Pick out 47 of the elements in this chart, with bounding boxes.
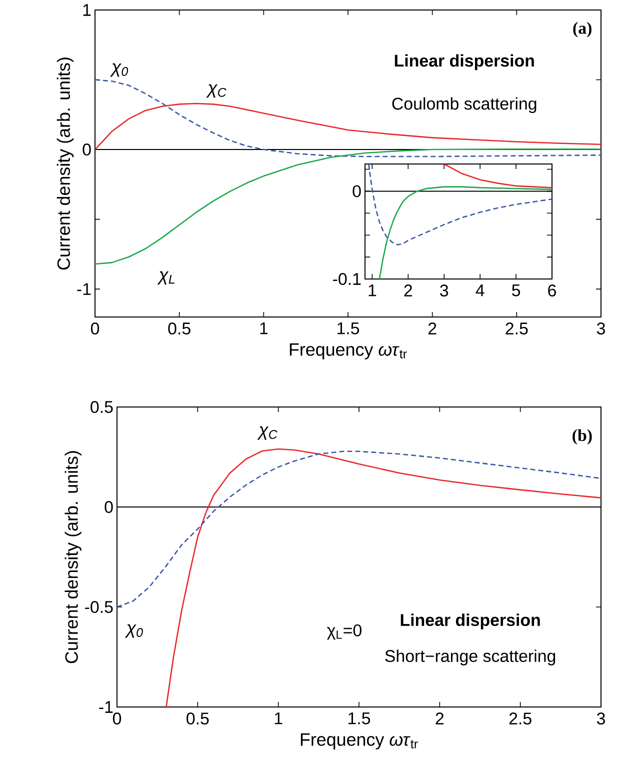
series-label: χ$_{C}$ xyxy=(206,84,226,98)
y-tick-label: 0 xyxy=(104,501,113,513)
y-axis-title: Current density (arb. units) xyxy=(64,451,82,664)
annotation: (b) xyxy=(572,429,592,445)
series-label: χ$_{0}$ xyxy=(124,624,143,638)
line-series xyxy=(95,148,602,265)
annotation: Coulomb scattering xyxy=(392,97,536,114)
y-tick-label: 0.5 xyxy=(90,401,113,413)
y-tick-label: -1 xyxy=(99,701,113,713)
x-tick-label: 1.5 xyxy=(348,712,370,724)
y-tick-label: -0.1 xyxy=(333,272,361,285)
line-series xyxy=(166,448,602,707)
x-tick-label: 3 xyxy=(440,284,448,297)
x-axis-title: Frequency ωτ$_{tr}$ xyxy=(290,343,407,360)
x-tick-label: 2 xyxy=(428,322,436,334)
series-label: χ$_{0}$ xyxy=(110,63,128,77)
annotation: Linear dispersion xyxy=(400,614,540,630)
x-tick-label: 6 xyxy=(548,284,556,297)
x-tick-label: 2.5 xyxy=(506,322,528,335)
x-tick-label: 3 xyxy=(596,712,605,725)
x-tick-label: 1 xyxy=(260,322,268,334)
x-tick-label: 2.5 xyxy=(509,712,532,725)
annotation: (a) xyxy=(573,22,592,38)
y-tick-label: 1 xyxy=(83,4,91,16)
y-tick-label: -0.5 xyxy=(85,601,113,613)
x-axis-title: Frequency ωτ$_{tr}$ xyxy=(300,733,418,750)
annotation: Linear dispersion xyxy=(394,54,534,70)
x-tick-label: 1 xyxy=(368,284,376,296)
x-tick-label: 3 xyxy=(596,322,605,335)
x-tick-label: 2 xyxy=(404,284,412,296)
x-tick-label: 0 xyxy=(112,712,122,725)
x-tick-label: 0.5 xyxy=(186,712,209,725)
series-label: χ$_{L}$ xyxy=(157,271,175,285)
x-tick-label: 1 xyxy=(274,712,282,724)
line-series xyxy=(95,79,602,158)
annotation: Short−range scattering xyxy=(385,650,556,666)
x-tick-label: 5 xyxy=(512,284,520,296)
annotation: χ$_{L}$=0 xyxy=(327,624,362,640)
y-tick-label: 0 xyxy=(82,144,91,156)
x-tick-label: 4 xyxy=(476,284,484,296)
y-axis-title: Current density (arb. units) xyxy=(56,58,74,270)
x-tick-label: 1.5 xyxy=(338,322,360,334)
series-label: χ$_{C}$ xyxy=(257,426,278,440)
line-series xyxy=(443,164,552,188)
x-tick-label: 0.5 xyxy=(168,322,190,335)
x-tick-label: 2 xyxy=(436,712,444,724)
y-tick-label: -1 xyxy=(77,283,91,295)
